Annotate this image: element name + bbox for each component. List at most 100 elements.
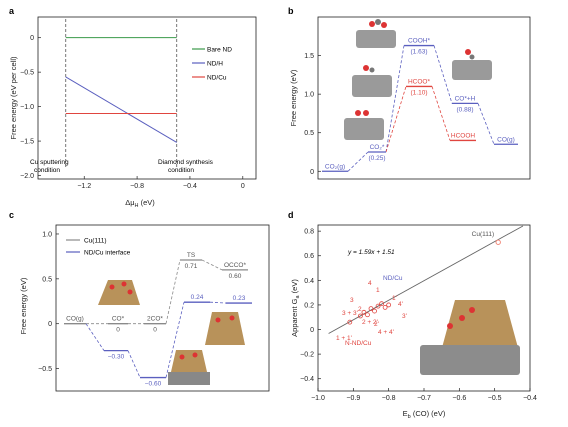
panel-c-frame <box>55 224 270 392</box>
panel-a-xtick-label: 0 <box>241 183 245 190</box>
panel-d-ytick-label: −0.4 <box>300 376 314 383</box>
panel-c-chart: Free energy (eV) 1.0 0.5 0 −0.5 Cu(111) ND/C… <box>19 224 270 392</box>
panel-b-connector <box>385 45 405 153</box>
panel-d-point-label: 1' <box>392 295 397 302</box>
panel-b-frame <box>317 16 531 180</box>
panel-b-level-value: (1.10) <box>411 89 428 96</box>
panel-label-b: b <box>288 6 294 16</box>
panel-b-level-name: CO(g) <box>497 136 515 143</box>
panel-d-point-ndcu <box>379 301 385 307</box>
panel-b-level-name: COOH* <box>408 38 431 45</box>
panel-c-model-right <box>205 312 245 345</box>
panel-d-point-ndcu <box>357 313 363 319</box>
panel-b-level-value: (0.25) <box>369 155 386 162</box>
panel-d-point-label: 3 <box>350 297 354 304</box>
panel-c-cu-level-value: 0.60 <box>229 273 242 280</box>
panel-a-ytick-label: −0.5 <box>20 70 34 77</box>
panel-c-model-bottom <box>168 350 210 385</box>
panel-c-cu-level-name: OCCO* <box>224 262 247 269</box>
panel-d-xtick-label: −0.7 <box>417 395 431 402</box>
panel-d-xtick-label: −1.0 <box>311 395 325 402</box>
panel-a-annotation-left-2: condition <box>34 167 60 174</box>
panel-c-nd-connector <box>165 302 185 378</box>
panel-a-frame <box>37 16 257 180</box>
panel-d-xlabel: Eb (CO) (eV) <box>403 409 446 420</box>
panel-b-connector <box>431 86 451 141</box>
panel-b-ytick-label: 0.5 <box>304 130 314 137</box>
panel-d-ytick-label: 0.4 <box>304 278 314 285</box>
panel-b-level-name: CO₂(g) <box>325 163 345 170</box>
panel-d-point-ndcu <box>382 304 388 310</box>
panel-b-connector <box>385 86 407 153</box>
panel-b-connector <box>433 45 453 104</box>
panel-b-connector <box>477 103 495 145</box>
panel-d-xtick-label: −0.4 <box>523 395 537 402</box>
panel-c-ytick-label: 0 <box>48 321 52 328</box>
panel-c-cu-level-name: TS <box>187 252 196 259</box>
panel-b-chart: Free energy (eV) 0 0.5 1.0 1.5 CO₂(g) CO₂* (0… <box>289 16 531 180</box>
panel-c-nd-level-value: −0.60 <box>145 381 162 388</box>
panel-c-ytick-label: 0.5 <box>42 276 52 283</box>
panel-a-series-line <box>65 76 177 143</box>
panel-c-nd-level-value: −0.30 <box>108 354 125 361</box>
panel-c-cu-level-name: 2CO* <box>147 316 163 323</box>
panel-d-point-ndcu <box>372 308 377 314</box>
panel-d-label-nndcu: N-ND/Cu <box>345 340 372 347</box>
panel-a-ytick-label: −1.5 <box>20 139 34 146</box>
panel-c-nd-connector <box>85 323 105 351</box>
panel-d-xtick-label: −0.5 <box>488 395 502 402</box>
panel-label-c: c <box>9 210 14 220</box>
panel-d-point-ndcu <box>361 309 367 315</box>
panel-a-legend-label: ND/H <box>207 61 223 68</box>
panel-b-ylabel: Free energy (eV) <box>289 69 298 126</box>
panel-d-point-label: 2' <box>374 321 379 328</box>
panel-a-chart: Free energy (eV per cell) ΔμH (eV) −1.2 −… <box>9 16 257 209</box>
panel-d-equation: y = 1.59x + 1.51 <box>347 249 395 256</box>
panel-d-chart: Apparent Ga (eV) Eb (CO) (eV) −1.0 −0.9 −0… <box>290 224 537 420</box>
panel-b-ytick-label: 0 <box>310 169 314 176</box>
panel-a-legend-label: Bare ND <box>207 47 232 54</box>
panel-d-point-ndcu <box>368 306 374 312</box>
panel-d-ytick-label: 0 <box>310 327 314 334</box>
panel-label-d: d <box>288 210 294 220</box>
panel-b-level-value: (1.63) <box>411 49 428 56</box>
panel-d-ytick-label: −0.2 <box>300 352 314 359</box>
panel-a-annotation-left: Cu sputtering <box>30 159 69 166</box>
panel-a-legend-label: ND/Cu <box>207 75 227 82</box>
panel-d-point-ndcu <box>386 302 392 308</box>
panel-d-model <box>420 300 520 375</box>
panel-d-ylabel: Apparent Ga (eV) <box>290 279 301 337</box>
panel-a-xlabel: ΔμH (eV) <box>125 198 155 209</box>
panel-b-ytick-label: 1.5 <box>304 53 314 60</box>
panel-a-ytick-label: −2.0 <box>20 173 34 180</box>
panel-d-point-label: 2 + 2' <box>362 319 378 326</box>
panel-b-level-name: HCOO* <box>408 78 431 85</box>
panel-c-cu-level-value: 0.71 <box>185 263 198 270</box>
panel-d-point-label: 1 + 1' <box>336 335 352 342</box>
panel-d-point-label: 4 + 4' <box>378 329 394 336</box>
panel-c-nd-connector <box>127 350 141 378</box>
panel-c-ylabel: Free energy (eV) <box>19 277 28 334</box>
panel-c-cu-level-name: CO* <box>112 316 125 323</box>
panel-b-ytick-label: 1.0 <box>304 92 314 99</box>
panel-b-level-name: CO*+H <box>455 95 476 102</box>
panel-c-cu-connector <box>165 259 181 324</box>
panel-c-nd-level-value: 0.24 <box>191 294 204 301</box>
panel-d-point-label: 1 <box>376 287 380 294</box>
panel-a-xtick-label: −0.8 <box>130 183 144 190</box>
panel-d-point-label: 2 <box>358 306 362 313</box>
panel-d-point-ndcu <box>375 303 381 309</box>
panel-d-point-ndcu <box>347 319 353 325</box>
panel-d-xtick-label: −0.8 <box>382 395 396 402</box>
panel-c-cu-connector <box>201 259 223 271</box>
panel-c-legend-label: ND/Cu interface <box>84 250 131 257</box>
panel-d-point-label: 4 <box>368 280 372 287</box>
panel-d-fit-line <box>328 225 524 334</box>
panel-d-point-label: 3 + 3' <box>342 310 358 317</box>
panel-d-ytick-label: 0.2 <box>304 302 314 309</box>
panel-c-cu-level-value: 0 <box>116 327 120 334</box>
panel-label-a: a <box>9 6 15 16</box>
panel-d-label-ndcu: ND/Cu <box>383 275 403 282</box>
panel-a-ytick-label: 0 <box>30 35 34 42</box>
